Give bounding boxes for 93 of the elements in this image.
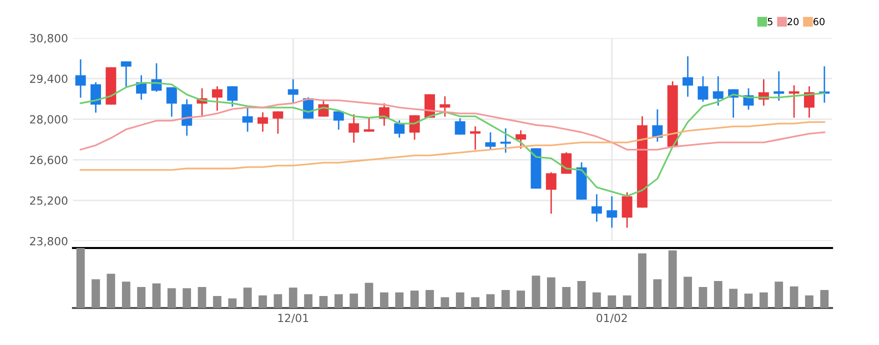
bar (228, 298, 237, 308)
bar (319, 296, 328, 308)
candlestick (348, 114, 360, 143)
candlestick (712, 76, 724, 106)
bar (501, 290, 510, 308)
bar (774, 282, 784, 308)
bar (562, 287, 571, 308)
candlestick (272, 111, 284, 134)
bar (714, 281, 722, 308)
bar (760, 292, 768, 308)
candlestick (182, 99, 192, 136)
legend-label: 60 (814, 18, 825, 26)
bar (790, 286, 798, 308)
candlestick (364, 118, 374, 132)
bar (653, 279, 662, 308)
candlestick (454, 118, 466, 135)
bar (668, 250, 677, 308)
bar (395, 292, 404, 308)
candlestick (698, 76, 708, 102)
bar (106, 274, 116, 308)
bar (410, 290, 419, 308)
x-tick-label: 01/02 (596, 314, 627, 324)
y-tick-label: 26,600 (30, 156, 68, 166)
bar (729, 288, 738, 308)
bar (744, 294, 753, 308)
candlestick (774, 71, 784, 101)
bar (684, 276, 692, 308)
bar (288, 288, 298, 308)
candlestick (333, 111, 344, 130)
bar (592, 292, 601, 308)
bar (213, 296, 222, 308)
candlestick (227, 86, 238, 107)
line-series (80, 121, 826, 171)
bar (532, 276, 540, 308)
candlestick (75, 59, 86, 98)
bar (334, 294, 343, 308)
bar (167, 288, 176, 308)
candlestick (561, 152, 572, 174)
bar (152, 283, 161, 308)
bar (698, 287, 708, 308)
y-tick-label: 29,400 (30, 74, 68, 84)
bar (182, 288, 192, 308)
candlestick (606, 196, 618, 228)
bar (546, 277, 556, 308)
legend-label: 5 (768, 18, 772, 26)
candlestick (258, 112, 268, 132)
bar (471, 297, 480, 308)
candlestick (242, 106, 253, 132)
candlestick (546, 172, 556, 214)
candlestick (394, 120, 405, 138)
bar (805, 295, 814, 308)
bar (350, 294, 358, 308)
bar (820, 290, 829, 308)
candlestick (500, 128, 511, 153)
candlestick (120, 61, 132, 87)
bar (304, 294, 312, 308)
bar (608, 295, 616, 308)
candlestick (682, 56, 694, 97)
y-tick-label: 25,200 (30, 196, 68, 206)
line-series (80, 98, 826, 150)
y-tick-label: 30,800 (30, 34, 68, 44)
y-tick-label: 28,000 (30, 115, 68, 125)
bar (198, 287, 206, 308)
candlestick (90, 82, 102, 113)
bar (76, 248, 85, 308)
bar (122, 282, 130, 308)
candlestick (622, 192, 632, 228)
candlestick (288, 79, 298, 103)
candlestick (788, 85, 800, 118)
bar (456, 292, 464, 308)
candlestick (440, 96, 450, 117)
candlestick (166, 87, 177, 117)
bar (258, 295, 267, 308)
legend-label: 20 (788, 18, 799, 26)
bar (516, 290, 525, 308)
x-tick-label: 12/01 (278, 314, 308, 324)
candlestick (485, 132, 496, 150)
bar (137, 287, 146, 308)
bar (486, 294, 495, 308)
candlestick (591, 194, 602, 222)
bar (243, 288, 252, 308)
candlestick (212, 86, 222, 111)
bar (364, 282, 374, 308)
bar (92, 279, 100, 308)
bar (380, 292, 388, 308)
bar (577, 281, 586, 308)
bar (274, 294, 282, 308)
bar (638, 253, 646, 308)
bar (622, 295, 632, 308)
bar (426, 290, 434, 308)
bar (440, 297, 450, 308)
y-tick-label: 23,800 (30, 236, 68, 247)
candlestick (516, 130, 526, 149)
